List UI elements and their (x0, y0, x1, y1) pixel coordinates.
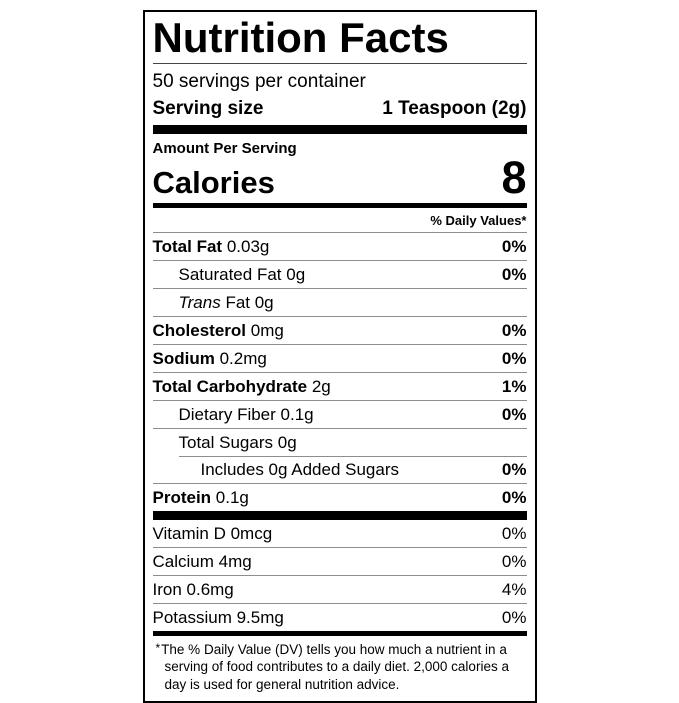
nutrient-name: Total Sugars 0g (153, 433, 297, 453)
micronutrient-rows: Vitamin D 0mcg 0% Calcium 4mg 0% Iron 0.… (152, 520, 527, 631)
servings-per-container: 50 servings per container (152, 71, 366, 93)
micronutrient-row-potassium: Potassium 9.5mg 0% (152, 602, 527, 631)
separator-bar-medium-calories (152, 202, 527, 208)
nutrient-dv: 0% (501, 487, 527, 507)
nutrient-name-bold: Protein (152, 487, 212, 507)
nutrient-name-text: Includes 0g Added Sugars (200, 459, 399, 479)
title-divider (152, 63, 527, 65)
label-title: Nutrition Facts (152, 14, 449, 61)
calories-row: Calories 8 (152, 152, 527, 204)
nutrient-name: Protein 0.1g (153, 488, 249, 508)
micronutrient-row-vitamin-d: Vitamin D 0mcg 0% (153, 520, 527, 547)
nutrient-amount: 0.1g (280, 404, 314, 424)
nutrient-name-bold: Sodium (152, 348, 215, 368)
nutrient-name: Trans Fat 0g (153, 293, 274, 313)
nutrient-amount: 0.2mg (219, 348, 267, 368)
nutrient-dv: 0% (501, 236, 527, 256)
nutrient-dv: 0% (501, 459, 527, 479)
calories-label: Calories (152, 164, 275, 200)
nutrient-row-total-carbohydrate: Total Carbohydrate 2g 1% (152, 371, 527, 400)
micronutrient-dv: 4% (501, 579, 527, 599)
nutrient-name: Cholesterol 0mg (153, 321, 284, 341)
nutrient-amount: 0.03g (226, 236, 270, 256)
micronutrient-row-calcium: Calcium 4mg 0% (152, 546, 527, 575)
nutrient-row-cholesterol: Cholesterol 0mg 0% (152, 315, 527, 344)
nutrient-amount: 0g (286, 264, 306, 284)
nutrient-name: Total Carbohydrate 2g (153, 377, 331, 397)
nutrient-row-total-fat: Total Fat 0.03g 0% (152, 231, 527, 260)
serving-size-label: Serving size (152, 98, 264, 120)
micronutrient-name: Potassium 9.5mg (152, 607, 284, 627)
nutrient-amount: 0g (277, 432, 297, 452)
nutrient-name-text: Saturated Fat (178, 264, 282, 284)
nutrient-name-bold: Total Fat (152, 236, 223, 256)
footnote-text: The % Daily Value (DV) tells you how muc… (161, 641, 509, 692)
nutrient-name-text: Dietary Fiber (178, 404, 276, 424)
micronutrient-dv: 0% (501, 607, 527, 627)
micronutrient-dv: 0% (501, 523, 527, 543)
separator-bar-thick-bottom (152, 510, 527, 520)
nutrient-dv: 0% (501, 264, 527, 284)
micronutrient-row-iron: Iron 0.6mg 4% (152, 574, 527, 603)
nutrient-name-text: Total Sugars (178, 432, 274, 452)
nutrient-amount: 0mg (250, 320, 284, 340)
nutrient-row-dietary-fiber: Dietary Fiber 0.1g 0% (152, 399, 527, 428)
micronutrient-name: Vitamin D 0mcg (152, 523, 273, 543)
nutrient-name-bold: Total Carbohydrate (152, 376, 308, 396)
footnote: *The % Daily Value (DV) tells you how mu… (153, 636, 527, 696)
nutrient-name: Sodium 0.2mg (153, 349, 267, 369)
nutrient-row-total-sugars: Total Sugars 0g (152, 427, 527, 456)
micronutrient-dv: 0% (501, 551, 527, 571)
serving-size-row: Serving size 1 Teaspoon (2g) (153, 95, 527, 125)
amount-per-serving-label: Amount Per Serving (152, 140, 297, 158)
nutrient-name-italic: Trans (178, 292, 221, 312)
nutrient-dv: 0% (501, 320, 527, 340)
nutrient-dv: 0% (501, 348, 527, 368)
daily-values-header: % Daily Values* (430, 212, 527, 228)
nutrition-facts-label: Nutrition Facts 50 servings per containe… (142, 10, 537, 703)
nutrient-amount: 2g (311, 376, 331, 396)
nutrient-row-trans-fat: Trans Fat 0g (152, 287, 527, 316)
footnote-marker: * (155, 640, 161, 655)
nutrient-amount: 0.1g (215, 487, 249, 507)
nutrient-dv: 1% (501, 376, 527, 396)
nutrient-row-added-sugars: Includes 0g Added Sugars 0% (153, 455, 527, 483)
serving-size-value: 1 Teaspoon (2g) (382, 98, 527, 120)
nutrient-rows: Total Fat 0.03g 0% Saturated Fat 0g 0% T… (152, 231, 527, 511)
nutrient-amount: Fat 0g (225, 292, 274, 312)
micronutrient-name: Calcium 4mg (152, 551, 252, 571)
nutrient-row-protein: Protein 0.1g 0% (152, 482, 527, 511)
separator-bar-medium-footnote (152, 630, 527, 636)
nutrient-name: Total Fat 0.03g (153, 237, 270, 257)
nutrient-dv: 0% (501, 404, 527, 424)
nutrient-name: Includes 0g Added Sugars (153, 460, 399, 480)
nutrient-name: Dietary Fiber 0.1g (153, 405, 314, 425)
nutrient-row-sodium: Sodium 0.2mg 0% (152, 343, 527, 372)
calories-value: 8 (501, 152, 527, 204)
micronutrient-name: Iron 0.6mg (152, 579, 234, 599)
separator-bar-thick-top (152, 125, 527, 135)
nutrient-name-bold: Cholesterol (152, 320, 247, 340)
nutrient-row-saturated-fat: Saturated Fat 0g 0% (152, 259, 527, 288)
nutrient-name: Saturated Fat 0g (153, 265, 306, 285)
